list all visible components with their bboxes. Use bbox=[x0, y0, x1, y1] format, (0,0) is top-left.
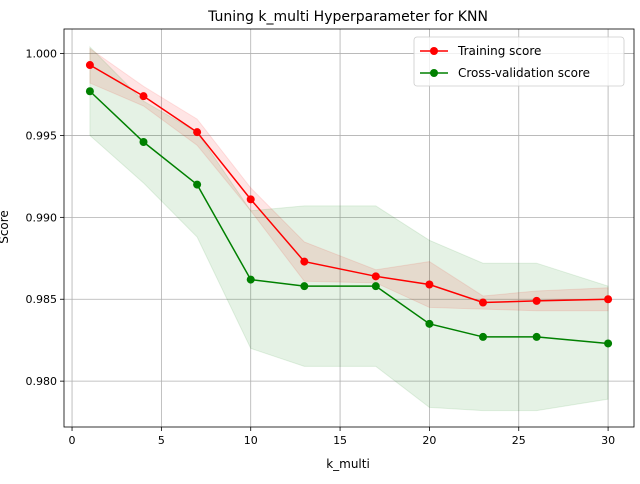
training-score-point bbox=[300, 257, 309, 266]
training-score-band bbox=[89, 47, 609, 312]
x-tick-label: 15 bbox=[333, 434, 347, 447]
training-score-point bbox=[532, 296, 541, 305]
x-axis-ticks: 0 5 10 15 20 25 30 bbox=[69, 427, 615, 447]
training-score-point bbox=[371, 272, 380, 281]
cross-validation-score-point bbox=[604, 339, 613, 348]
confidence-bands bbox=[89, 45, 609, 412]
training-score-point bbox=[193, 128, 202, 137]
chart-title: Tuning k_multi Hyperparameter for KNN bbox=[207, 9, 488, 25]
cross-validation-score-band bbox=[89, 45, 609, 412]
legend-box bbox=[413, 36, 625, 87]
cross-validation-score-point bbox=[246, 275, 255, 284]
y-axis-ticks: 0.980 0.985 0.990 0.995 1.000 bbox=[26, 48, 64, 388]
x-tick-label: 30 bbox=[601, 434, 615, 447]
plot-frame bbox=[63, 28, 635, 428]
training-score-point bbox=[246, 195, 255, 204]
x-axis-label: k_multi bbox=[326, 457, 370, 471]
training-score-point bbox=[479, 298, 488, 307]
cross-validation-score-point bbox=[193, 180, 202, 189]
training-score-line bbox=[89, 64, 609, 304]
training-score-point bbox=[139, 92, 148, 101]
legend-training-marker bbox=[430, 47, 438, 55]
y-tick-label: 0.990 bbox=[26, 211, 58, 224]
y-tick-label: 0.980 bbox=[26, 375, 58, 388]
grid-layer bbox=[64, 29, 634, 427]
cross-validation-score-point bbox=[300, 282, 309, 291]
cross-validation-score-point bbox=[139, 138, 148, 147]
training-score-point bbox=[425, 280, 434, 289]
x-tick-label: 10 bbox=[244, 434, 258, 447]
series-points bbox=[85, 61, 613, 348]
cross-validation-score-point bbox=[85, 87, 94, 96]
y-axis-label: Score bbox=[0, 210, 11, 244]
y-tick-label: 0.985 bbox=[26, 293, 58, 306]
y-tick-label: 0.995 bbox=[26, 129, 58, 142]
cross-validation-score-point bbox=[371, 282, 380, 291]
cross-validation-score-point bbox=[479, 332, 488, 341]
legend-cross-validation-marker bbox=[430, 69, 438, 77]
cross-validation-score-point bbox=[425, 319, 434, 328]
x-tick-label: 20 bbox=[422, 434, 436, 447]
series-lines bbox=[89, 64, 609, 345]
x-tick-label: 25 bbox=[512, 434, 526, 447]
legend: Training score Cross-validation score bbox=[413, 36, 625, 87]
cross-validation-score-point bbox=[532, 332, 541, 341]
x-tick-label: 0 bbox=[69, 434, 76, 447]
cross-validation-score-line bbox=[89, 90, 609, 345]
y-tick-label: 1.000 bbox=[26, 48, 58, 61]
training-score-point bbox=[604, 295, 613, 304]
legend-cross-validation-label: Cross-validation score bbox=[458, 66, 590, 80]
x-tick-label: 5 bbox=[158, 434, 165, 447]
training-score-point bbox=[85, 61, 94, 70]
legend-training-label: Training score bbox=[457, 44, 541, 58]
